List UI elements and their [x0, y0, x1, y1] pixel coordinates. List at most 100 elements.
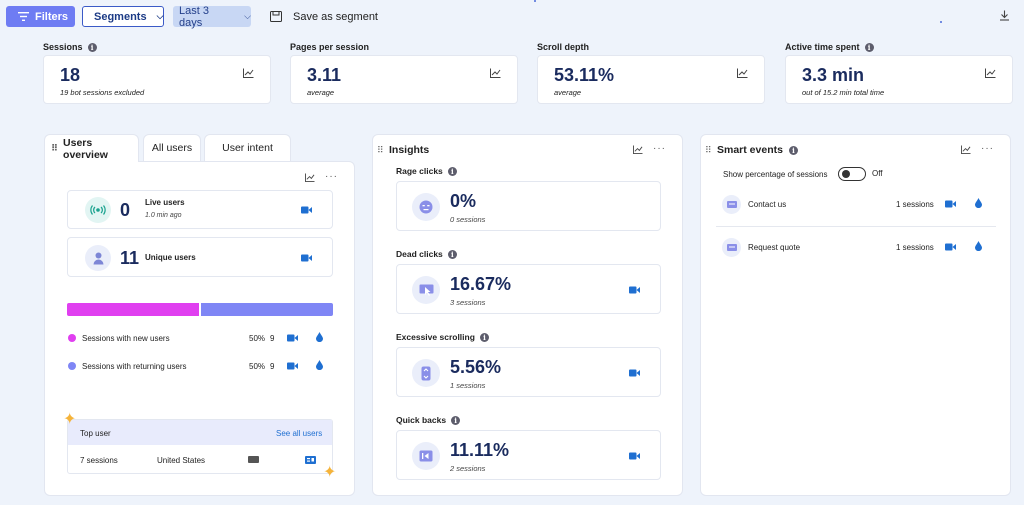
live-users-icon [85, 197, 111, 223]
info-icon[interactable]: i [451, 415, 461, 425]
top-indicator-dot [940, 21, 942, 23]
chevron-down-icon: ⌵ [156, 11, 164, 21]
tab-user-intent[interactable]: User intent [204, 134, 291, 162]
live-users-card: 0 Live users 1.0 min ago [67, 190, 333, 229]
trend-chart-icon[interactable] [243, 68, 254, 78]
legend-pct-new: 50% [249, 334, 266, 343]
insight-sessions: 0 sessions [450, 215, 486, 224]
trend-chart-icon[interactable] [305, 173, 315, 182]
video-camera-icon[interactable] [301, 254, 312, 262]
filter-icon [18, 12, 29, 21]
top-user-card: Top user See all users 7 sessions United… [67, 419, 333, 474]
metric-subtext: 19 bot sessions excluded [60, 88, 145, 97]
filters-button[interactable]: Filters [6, 6, 75, 27]
insight-value: 16.67% [450, 274, 512, 294]
tab-label: User intent [222, 142, 273, 154]
trend-chart-icon[interactable] [633, 145, 643, 154]
metric-card-sessions: 18 19 bot sessions excluded [43, 55, 271, 104]
segments-dropdown[interactable]: Segments ⌵ [82, 6, 164, 27]
info-icon[interactable]: i [447, 166, 457, 176]
insight-card-rage-clicks[interactable]: 0% 0 sessions [396, 181, 661, 231]
insight-card-quick-backs[interactable]: 11.11% 2 sessions [396, 430, 661, 480]
info-icon[interactable]: i [479, 332, 489, 342]
video-camera-icon[interactable] [301, 206, 312, 214]
unique-users-label: Unique users [145, 253, 196, 262]
metric-label-sessions: Sessions i [43, 42, 97, 52]
top-indicator-dot [534, 0, 536, 2]
download-icon[interactable] [999, 10, 1010, 21]
info-icon[interactable]: i [447, 249, 457, 259]
trend-chart-icon[interactable] [985, 68, 996, 78]
heatmap-icon[interactable] [975, 241, 982, 251]
video-camera-icon[interactable] [287, 362, 298, 370]
segments-label: Segments [94, 10, 147, 23]
tab-label: All users [151, 142, 193, 154]
smart-event-row[interactable]: Request quote 1 sessions [716, 233, 996, 263]
metric-label-pages: Pages per session [290, 42, 369, 52]
event-form-icon [722, 195, 741, 214]
trend-chart-icon[interactable] [961, 145, 971, 154]
save-segment-label: Save as segment [293, 10, 378, 23]
trend-chart-icon[interactable] [490, 68, 501, 78]
video-camera-icon[interactable] [629, 286, 640, 294]
dead-click-icon [412, 276, 440, 304]
more-options-icon[interactable]: ··· [325, 171, 338, 182]
video-camera-icon[interactable] [629, 369, 640, 377]
insight-label-text: Rage clicks [396, 166, 443, 176]
save-icon [270, 11, 282, 22]
percentage-toggle-label: Show percentage of sessions [723, 170, 828, 179]
insight-card-excessive-scrolling[interactable]: 5.56% 1 sessions [396, 347, 661, 397]
live-users-count: 0 [120, 200, 131, 220]
legend-count-returning: 9 [270, 362, 275, 371]
heatmap-icon[interactable] [316, 360, 323, 370]
smart-event-row[interactable]: Contact us 1 sessions [716, 190, 996, 220]
drag-handle-icon[interactable]: ⠿ [51, 143, 58, 153]
sparkle-icon: ✦ [63, 411, 77, 428]
event-sessions: 1 sessions [896, 200, 934, 209]
info-icon[interactable]: i [864, 42, 874, 52]
unique-users-count: 11 [120, 248, 140, 268]
chevron-down-icon: ⌵ [244, 11, 251, 21]
legend-pct-returning: 50% [249, 362, 266, 371]
video-camera-icon[interactable] [287, 334, 298, 342]
insight-label-rage-clicks: Rage clicks i [396, 166, 457, 176]
tab-label: Users overview [63, 136, 108, 161]
see-all-users-link[interactable]: See all users [276, 429, 323, 438]
tab-all-users[interactable]: All users [143, 134, 201, 162]
heatmap-icon[interactable] [316, 332, 323, 342]
insight-value: 0% [450, 191, 477, 211]
video-camera-icon[interactable] [945, 200, 956, 208]
metric-value: 53.11% [554, 65, 615, 85]
smart-events-title: Smart events [717, 144, 783, 156]
divider [716, 226, 996, 227]
save-segment-button[interactable]: Save as segment [268, 6, 378, 27]
tab-users-overview[interactable]: ⠿ Users overview [44, 134, 139, 162]
returning-users-bar [201, 303, 333, 316]
returning-users-legend-dot [68, 362, 76, 370]
date-range-label: Last 3 days [179, 4, 209, 29]
user-avatar-icon [85, 245, 111, 271]
drag-handle-icon[interactable]: ⠿ [705, 145, 712, 155]
date-range-dropdown[interactable]: Last 3 days ⌵ [173, 4, 251, 29]
more-options-icon[interactable]: ··· [981, 143, 994, 154]
event-form-icon [722, 238, 741, 257]
more-options-icon[interactable]: ··· [653, 143, 666, 154]
percentage-toggle[interactable] [838, 167, 866, 181]
insight-card-dead-clicks[interactable]: 16.67% 3 sessions [396, 264, 661, 314]
event-name: Request quote [748, 243, 801, 252]
metric-subtext: average [554, 88, 582, 97]
heatmap-icon[interactable] [975, 198, 982, 208]
event-sessions: 1 sessions [896, 243, 934, 252]
drag-handle-icon[interactable]: ⠿ [377, 145, 384, 155]
info-icon[interactable]: i [788, 145, 798, 155]
insight-sessions: 1 sessions [450, 381, 486, 390]
smart-events-header: Smart events i [717, 144, 798, 156]
user-card-icon[interactable] [305, 456, 316, 464]
trend-chart-icon[interactable] [737, 68, 748, 78]
toggle-knob [842, 170, 850, 178]
video-camera-icon[interactable] [945, 243, 956, 251]
info-icon[interactable]: i [87, 42, 97, 52]
top-user-header [68, 420, 332, 445]
metric-card-active-time: 3.3 min out of 15.2 min total time [785, 55, 1013, 104]
video-camera-icon[interactable] [629, 452, 640, 460]
